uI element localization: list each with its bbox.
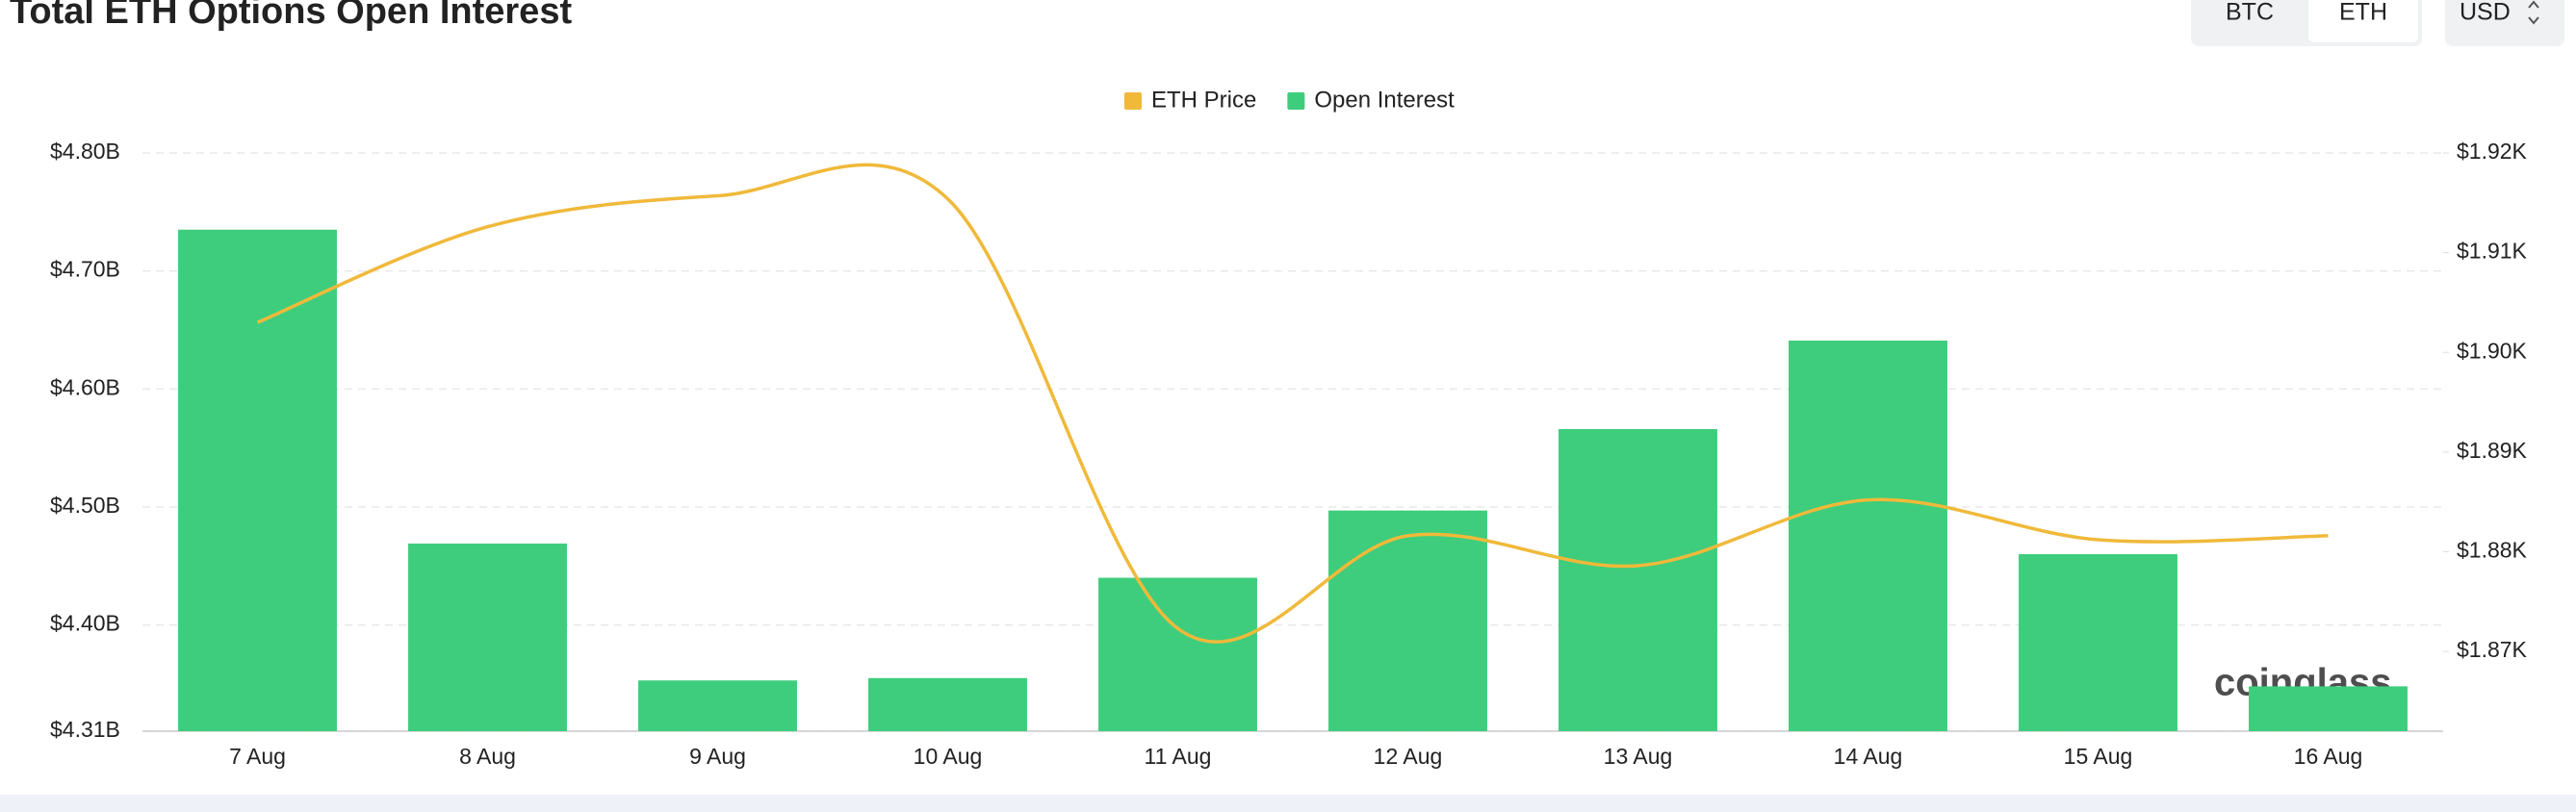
bar bbox=[1098, 577, 1257, 731]
bar bbox=[178, 229, 337, 731]
bar bbox=[868, 677, 1027, 731]
chart-title: Total ETH Options Open Interest bbox=[10, 0, 572, 32]
y2-tick-label: $1.92K bbox=[2457, 139, 2528, 164]
select-arrow bbox=[2528, 0, 2539, 25]
y2-tick-label: $1.87K bbox=[2457, 637, 2528, 662]
x-tick-label: 8 Aug bbox=[459, 744, 516, 769]
x-tick-label: 11 Aug bbox=[1145, 744, 1212, 769]
x-tick-label: 7 Aug bbox=[229, 744, 286, 769]
y-tick-label: $4.60B bbox=[50, 374, 120, 399]
x-tick-label: 13 Aug bbox=[1604, 744, 1673, 769]
line bbox=[256, 163, 2329, 644]
currency-label: USD bbox=[2460, 0, 2511, 26]
legend-label: ETH Price bbox=[1151, 87, 1256, 113]
bar bbox=[1558, 429, 1717, 731]
toggle-active bbox=[2308, 0, 2418, 42]
bar bbox=[1789, 341, 1947, 731]
bar bbox=[408, 543, 567, 731]
x-tick-label: 9 Aug bbox=[689, 744, 746, 769]
bar bbox=[1328, 510, 1487, 731]
currency-select[interactable] bbox=[2445, 0, 2564, 46]
y2-tick-label: $1.88K bbox=[2457, 538, 2528, 563]
x-tick-label: 16 Aug bbox=[2294, 744, 2363, 769]
x-tick-label: 14 Aug bbox=[1834, 744, 1903, 769]
y-tick-label: $4.40B bbox=[50, 611, 120, 636]
bar bbox=[638, 680, 797, 731]
legend-label: Open Interest bbox=[1314, 87, 1455, 113]
y-tick-label: $4.80B bbox=[50, 139, 120, 164]
legend-swatch bbox=[1287, 92, 1305, 110]
bar bbox=[2019, 554, 2177, 731]
x-tick-label: 15 Aug bbox=[2064, 744, 2133, 769]
toggle-button[interactable]: ETH bbox=[2339, 0, 2387, 26]
legend-swatch bbox=[1124, 92, 1142, 110]
toggle-button[interactable]: BTC bbox=[2226, 0, 2274, 26]
y2-tick-label: $1.91K bbox=[2457, 239, 2528, 264]
y-tick-label: $4.31B bbox=[50, 717, 120, 742]
x-tick-label: 10 Aug bbox=[914, 744, 983, 769]
x-tick-label: 12 Aug bbox=[1374, 744, 1443, 769]
y2-tick-label: $1.90K bbox=[2457, 338, 2528, 363]
y2-tick-label: $1.89K bbox=[2457, 438, 2528, 463]
bar bbox=[2249, 686, 2408, 731]
y-tick-label: $4.50B bbox=[50, 493, 120, 518]
y-tick-label: $4.70B bbox=[50, 257, 120, 282]
